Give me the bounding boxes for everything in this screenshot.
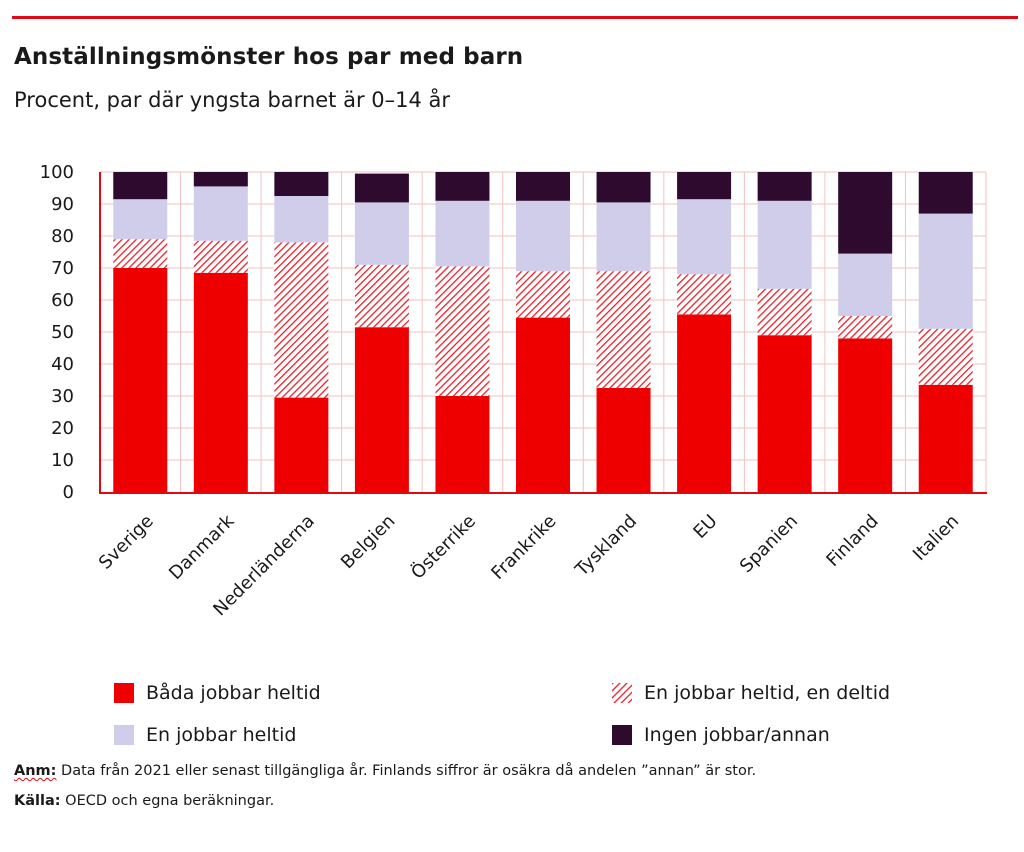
- bar-segment-none: [193, 172, 248, 187]
- bar-segment-one-full: [918, 213, 973, 329]
- bar-segment-full-full: [354, 327, 409, 492]
- note-anm-label: Anm:: [14, 763, 57, 779]
- legend-label-full-full: Båda jobbar heltid: [146, 682, 321, 704]
- x-tick-label: Italien: [909, 511, 963, 565]
- legend-label-one-full: En jobbar heltid: [146, 724, 297, 746]
- bar-segment-none: [435, 172, 490, 201]
- chart-subtitle: Procent, par där yngsta barnet är 0–14 å…: [14, 88, 451, 112]
- y-tick-label: 20: [51, 418, 74, 439]
- y-tick-label: 30: [51, 386, 74, 407]
- legend-label-none: Ingen jobbar/annan: [644, 724, 830, 746]
- bar-segment-one-full: [838, 253, 893, 316]
- x-tick-label: Finland: [822, 511, 882, 571]
- note-source-label: Källa:: [14, 793, 61, 809]
- bar-segment-one-full: [193, 186, 248, 241]
- top-accent-line: [12, 16, 1018, 19]
- bar-segment-full-full: [193, 272, 248, 492]
- y-tick-label: 60: [51, 290, 74, 311]
- legend-item-full-full: Båda jobbar heltid: [114, 682, 321, 704]
- bar-segment-none: [354, 173, 409, 203]
- bar-segment-none: [516, 172, 570, 201]
- legend-swatch-full-full: [114, 683, 134, 703]
- y-tick-label: 40: [51, 354, 74, 375]
- bar-segment-none: [838, 172, 893, 254]
- legend-label-full-part: En jobbar heltid, en deltid: [644, 682, 891, 704]
- bar-segment-one-full: [596, 202, 651, 272]
- bar-segment-full-full: [516, 317, 570, 492]
- note-anm: Anm: Data från 2021 eller senast tillgän…: [14, 763, 756, 779]
- bar-segment-full-full: [757, 335, 812, 492]
- bar-segment-full-full: [918, 384, 973, 492]
- chart-title: Anställningsmönster hos par med barn: [14, 44, 524, 70]
- note-source-text: OECD och egna beräkningar.: [60, 793, 275, 809]
- x-tick-label: Belgien: [337, 511, 399, 573]
- bar-segment-full-part: [113, 239, 168, 268]
- legend-item-full-part: En jobbar heltid, en deltid: [612, 682, 890, 704]
- bar-segment-one-full: [274, 196, 329, 243]
- y-tick-label: 0: [63, 482, 74, 503]
- x-tick-label: Spanien: [736, 511, 802, 577]
- bar-segment-full-part: [838, 316, 893, 339]
- bar-segment-none: [918, 172, 973, 214]
- bar-segment-none: [113, 172, 168, 200]
- bar-segment-none: [677, 172, 732, 200]
- y-tick-label: 10: [51, 450, 74, 471]
- bar-segment-full-part: [918, 328, 973, 385]
- note-anm-text: Data från 2021 eller senast tillgängliga…: [56, 763, 757, 779]
- x-tick-label: Frankrike: [487, 511, 560, 584]
- bar-segment-full-full: [838, 338, 893, 492]
- bar-segment-none: [757, 172, 812, 201]
- bar-segment-full-full: [596, 388, 651, 492]
- legend-swatch-full-part: [612, 683, 632, 703]
- bar-segment-one-full: [677, 199, 732, 275]
- bar-segment-full-full: [677, 314, 732, 492]
- bar-segment-none: [596, 172, 651, 203]
- bar-segment-full-full: [274, 397, 329, 492]
- y-tick-label: 90: [51, 194, 74, 215]
- y-tick-label: 70: [51, 258, 74, 279]
- x-tick-label: Danmark: [165, 510, 239, 584]
- bar-segment-full-full: [435, 396, 490, 492]
- bar-segment-full-part: [354, 264, 409, 328]
- bar-segment-one-full: [435, 200, 490, 267]
- bar-segment-full-part: [516, 271, 570, 318]
- bars: [113, 172, 973, 492]
- bar-segment-one-full: [757, 200, 812, 289]
- bar-segment-full-part: [596, 271, 651, 388]
- y-tick-label: 100: [40, 162, 74, 183]
- legend-swatch-one-full: [114, 725, 134, 745]
- x-tick-label: Österrike: [406, 510, 480, 584]
- y-tick-label: 50: [51, 322, 74, 343]
- bar-segment-one-full: [516, 200, 570, 272]
- bar-segment-none: [274, 172, 329, 196]
- legend-item-one-full: En jobbar heltid: [114, 724, 296, 746]
- x-tick-label: Sverige: [95, 511, 158, 574]
- x-tick-label: Tyskland: [571, 511, 641, 581]
- bar-segment-full-part: [274, 242, 329, 398]
- x-tick-label: EU: [689, 511, 721, 543]
- note-source: Källa: OECD och egna beräkningar.: [14, 793, 274, 809]
- bar-segment-one-full: [354, 202, 409, 265]
- legend-item-none: Ingen jobbar/annan: [612, 724, 830, 746]
- bar-segment-one-full: [113, 199, 168, 240]
- legend-swatch-none: [612, 725, 632, 745]
- y-tick-label: 80: [51, 226, 74, 247]
- bar-segment-full-part: [435, 266, 490, 396]
- bar-segment-full-part: [757, 288, 812, 336]
- bar-segment-full-full: [113, 268, 168, 492]
- bar-segment-full-part: [677, 274, 732, 315]
- bar-segment-full-part: [193, 240, 248, 273]
